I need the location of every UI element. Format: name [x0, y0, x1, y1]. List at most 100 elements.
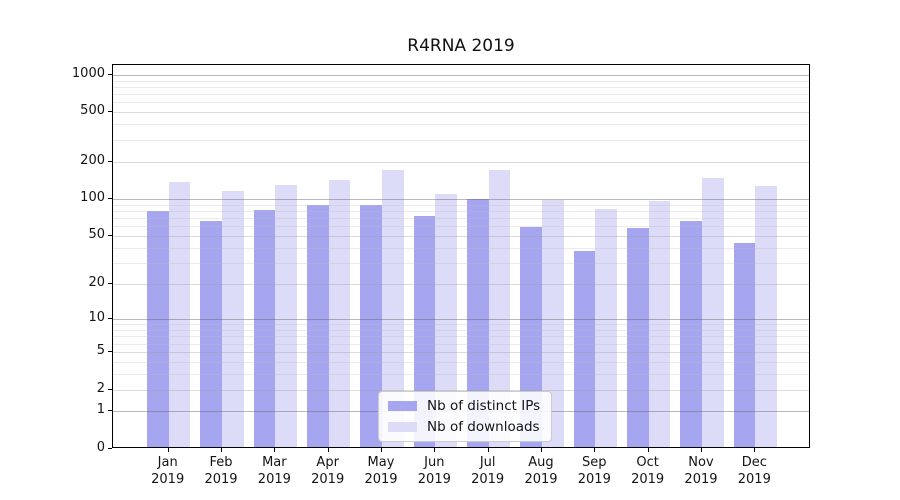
y-tick-label-500: 500	[80, 103, 105, 119]
gridline-8	[113, 330, 809, 331]
x-tick-jan	[167, 448, 169, 452]
x-tick-nov	[700, 448, 702, 452]
y-tick-label-5: 5	[96, 342, 105, 358]
y-tick-label-0: 0	[96, 440, 105, 455]
gridline-6	[113, 343, 809, 345]
y-tick-20	[108, 283, 112, 285]
x-tick-label-oct: Oct 2019	[631, 455, 665, 487]
bar-distinct-ips-sep	[573, 251, 596, 447]
y-tick-label-20: 20	[88, 275, 105, 291]
y-tick-50	[108, 235, 112, 237]
gridline-30	[113, 263, 809, 265]
gridline-100	[113, 199, 809, 201]
y-tick-200	[108, 160, 112, 162]
y-tick-10	[108, 318, 112, 320]
y-tick-label-50: 50	[88, 227, 105, 243]
y-tick-1000	[108, 73, 112, 75]
y-tick-label-100: 100	[80, 190, 105, 206]
x-tick-jul	[487, 448, 489, 452]
gridline-80	[113, 211, 809, 213]
gridline-800	[113, 86, 809, 88]
x-tick-oct	[647, 448, 649, 452]
x-tick-mar	[274, 448, 276, 452]
gridline-400	[113, 124, 809, 126]
y-tick-0	[108, 448, 112, 449]
legend-swatch-distinct-ips	[388, 401, 417, 411]
bar-distinct-ips-feb	[200, 220, 223, 447]
gridline-500	[113, 112, 809, 114]
y-tick-100	[108, 198, 112, 200]
x-tick-label-mar: Mar 2019	[257, 455, 291, 487]
y-tick-label-2: 2	[96, 380, 105, 396]
chart-title: R4RNA 2019	[407, 36, 515, 56]
gridline-600	[113, 102, 809, 104]
bar-distinct-ips-mar	[253, 210, 276, 447]
y-tick-5	[108, 350, 112, 352]
gridline-700	[113, 94, 809, 96]
gridline-60	[113, 226, 809, 228]
gridline-70	[113, 218, 809, 220]
bar-downloads-oct	[648, 200, 671, 447]
gridline-20	[113, 284, 809, 286]
y-tick-label-10: 10	[88, 310, 105, 326]
x-tick-may	[381, 448, 382, 452]
bar-downloads-sep	[595, 209, 617, 447]
gridline-40	[113, 247, 809, 249]
bar-downloads-jan	[168, 182, 191, 447]
legend-label-distinct-ips: Nb of distinct IPs	[427, 398, 541, 414]
bar-downloads-may	[382, 169, 404, 447]
x-tick-label-feb: Feb 2019	[204, 455, 238, 487]
x-tick-label-may: May 2019	[364, 455, 398, 487]
x-tick-aug	[540, 448, 542, 452]
x-tick-label-jun: Jun 2019	[417, 455, 451, 487]
legend: Nb of distinct IPs Nb of downloads	[378, 391, 553, 442]
y-tick-label-200: 200	[80, 152, 105, 168]
bar-distinct-ips-jan	[147, 211, 169, 447]
legend-label-downloads: Nb of downloads	[427, 419, 540, 435]
x-tick-feb	[221, 448, 223, 452]
bar-distinct-ips-apr	[307, 205, 329, 447]
x-tick-label-nov: Nov 2019	[684, 455, 718, 487]
bar-distinct-ips-jun	[413, 216, 436, 447]
gridline-2	[113, 389, 809, 391]
legend-item-distinct-ips: Nb of distinct IPs	[388, 398, 540, 414]
gridline-10	[113, 319, 809, 321]
gridline-7	[113, 336, 809, 338]
bar-distinct-ips-oct	[627, 228, 649, 447]
gridline-200	[113, 161, 809, 163]
gridline-900	[113, 80, 809, 82]
bar-downloads-jul	[488, 169, 511, 447]
x-tick-jun	[434, 448, 436, 452]
bar-downloads-feb	[222, 191, 244, 447]
gridline-3	[113, 373, 809, 375]
y-tick-1	[108, 410, 112, 412]
x-tick-label-aug: Aug 2019	[524, 455, 558, 487]
bar-distinct-ips-dec	[733, 243, 756, 447]
gridline-5	[113, 351, 809, 353]
bar-distinct-ips-may	[360, 205, 382, 447]
gridline-50	[113, 236, 809, 238]
y-tick-2	[108, 388, 112, 390]
x-tick-label-dec: Dec 2019	[737, 455, 771, 487]
gridline-90	[113, 204, 809, 206]
bar-downloads-nov	[701, 177, 724, 447]
bar-downloads-dec	[755, 186, 777, 447]
gridline-1000	[113, 74, 809, 76]
gridline-4	[113, 361, 809, 363]
x-tick-label-sep: Sep 2019	[577, 455, 611, 487]
legend-item-downloads: Nb of downloads	[388, 419, 540, 435]
x-tick-dec	[754, 448, 756, 452]
bar-downloads-mar	[275, 184, 297, 447]
bar-distinct-ips-jul	[467, 199, 489, 447]
bar-downloads-aug	[541, 200, 564, 447]
y-tick-label-1: 1	[96, 402, 105, 418]
bar-distinct-ips-nov	[680, 220, 702, 447]
gridline-9	[113, 324, 809, 326]
plot-area	[112, 64, 810, 448]
x-tick-label-jul: Jul 2019	[471, 455, 505, 487]
legend-swatch-downloads	[388, 422, 417, 432]
x-tick-sep	[594, 448, 596, 452]
gridline-300	[113, 139, 809, 141]
y-tick-label-1000: 1000	[71, 65, 105, 81]
